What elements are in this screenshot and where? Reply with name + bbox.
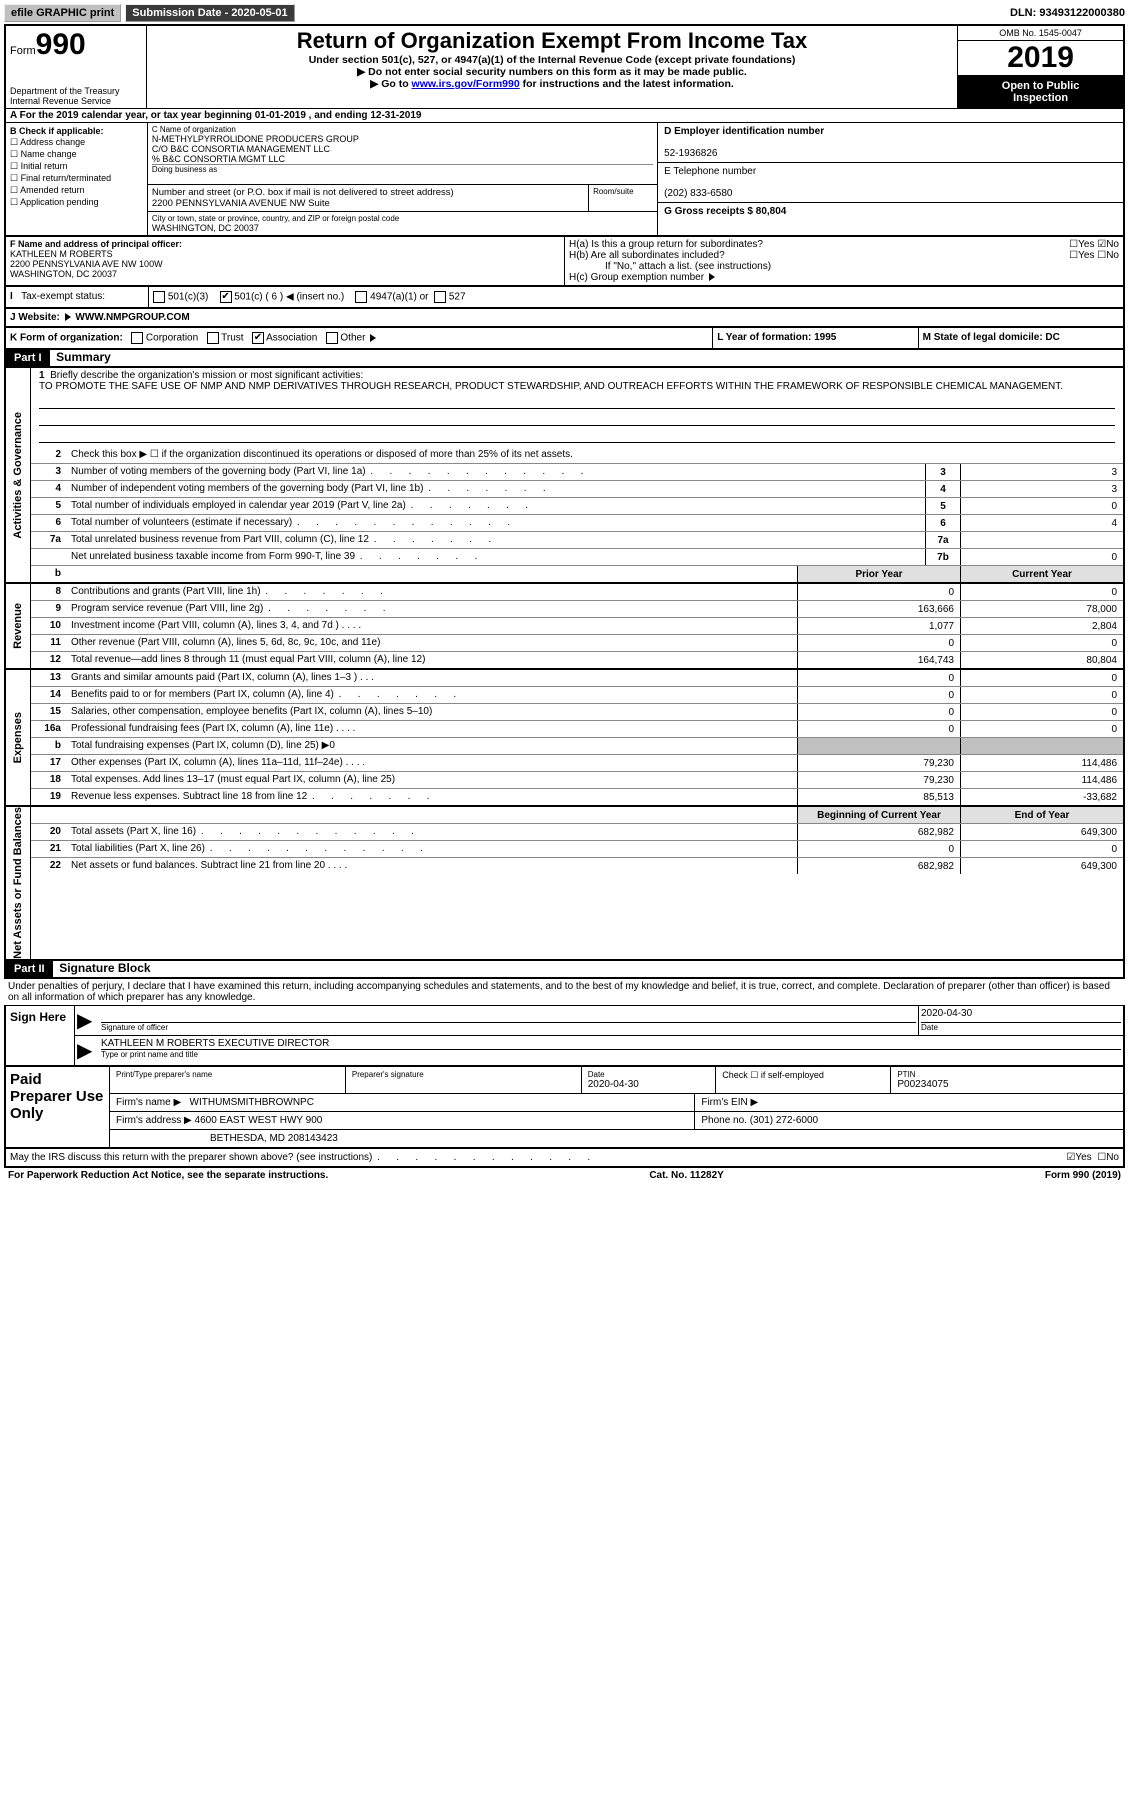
- section-netassets: Net Assets or Fund Balances Beginning of…: [4, 807, 1125, 961]
- footer: For Paperwork Reduction Act Notice, see …: [4, 1168, 1125, 1183]
- part2-header: Part II Signature Block: [4, 961, 1125, 979]
- col-c: C Name of organization N-METHYLPYRROLIDO…: [148, 123, 657, 235]
- row-ij: I Tax-exempt status: 501(c)(3) ✔ 501(c) …: [4, 287, 1125, 309]
- col-deg: D Employer identification number 52-1936…: [657, 123, 1123, 235]
- section-revenue: Revenue 8Contributions and grants (Part …: [4, 584, 1125, 670]
- paid-preparer: Paid Preparer Use Only Print/Type prepar…: [4, 1067, 1125, 1149]
- sig-declaration: Under penalties of perjury, I declare th…: [4, 979, 1125, 1005]
- efile-btn[interactable]: efile GRAPHIC print: [4, 4, 121, 22]
- line-j: J Website: WWW.NMPGROUP.COM: [4, 309, 1125, 328]
- form-sub1: Under section 501(c), 527, or 4947(a)(1)…: [151, 54, 953, 66]
- col-b: B Check if applicable: ☐ Address change …: [6, 123, 148, 235]
- dept: Department of the Treasury Internal Reve…: [10, 86, 142, 106]
- form-title: Return of Organization Exempt From Incom…: [151, 28, 953, 54]
- open-public: Open to PublicInspection: [958, 76, 1123, 108]
- line-k: K Form of organization: Corporation Trus…: [4, 328, 1125, 350]
- header-block: B Check if applicable: ☐ Address change …: [4, 122, 1125, 237]
- vside-na: Net Assets or Fund Balances: [12, 807, 24, 959]
- irs-link[interactable]: www.irs.gov/Form990: [412, 78, 520, 90]
- section-activities: Activities & Governance 1 Briefly descri…: [4, 368, 1125, 584]
- line-a: A For the 2019 calendar year, or tax yea…: [4, 108, 1125, 122]
- omb: OMB No. 1545-0047: [958, 26, 1123, 41]
- form-number: Form990: [10, 28, 142, 62]
- dln: DLN: 93493122000380: [1010, 7, 1125, 19]
- form-sub3: Go to www.irs.gov/Form990 for instructio…: [151, 78, 953, 90]
- row-fh: F Name and address of principal officer:…: [4, 237, 1125, 287]
- form-header: Form990 Department of the Treasury Inter…: [4, 24, 1125, 108]
- discuss-row: May the IRS discuss this return with the…: [4, 1149, 1125, 1168]
- section-expenses: Expenses 13Grants and similar amounts pa…: [4, 670, 1125, 807]
- vside-rev: Revenue: [12, 603, 24, 649]
- vside-ag: Activities & Governance: [12, 412, 24, 539]
- tax-year: 2019: [958, 41, 1123, 76]
- top-bar: efile GRAPHIC print Submission Date - 20…: [4, 4, 1125, 22]
- vside-exp: Expenses: [12, 712, 24, 763]
- sign-here: Sign Here ▶ Signature of officer 2020-04…: [4, 1005, 1125, 1067]
- submission-btn[interactable]: Submission Date - 2020-05-01: [125, 4, 294, 22]
- mission-text: TO PROMOTE THE SAFE USE OF NMP AND NMP D…: [39, 381, 1063, 392]
- part1-header: Part I Summary: [4, 350, 1125, 368]
- form-sub2: Do not enter social security numbers on …: [151, 66, 953, 78]
